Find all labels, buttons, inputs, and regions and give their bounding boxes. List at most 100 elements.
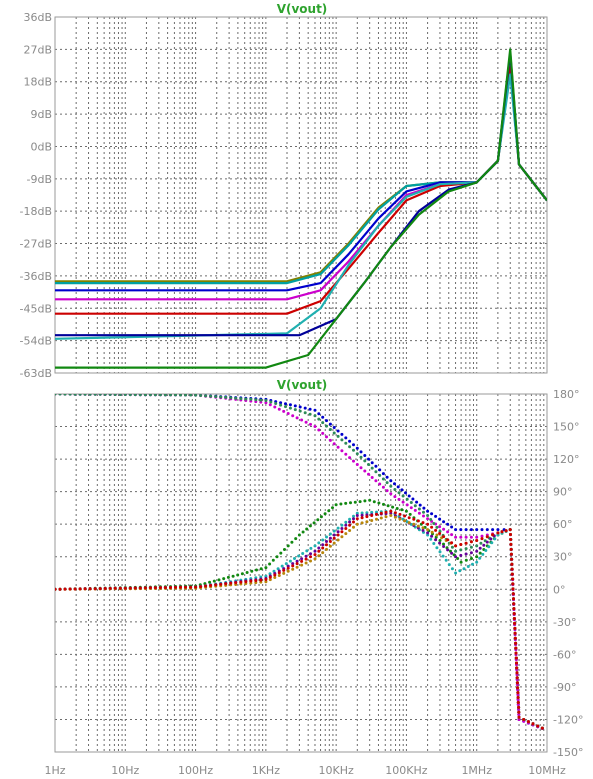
phase-series-dot xyxy=(458,569,461,572)
phase-series-dot xyxy=(232,575,235,578)
phase-y-tick-label: 0° xyxy=(553,583,566,596)
phase-y-tick-label: -90° xyxy=(553,681,576,694)
phase-series-dot xyxy=(99,393,102,396)
phase-series-dot xyxy=(329,423,332,426)
phase-series-dot xyxy=(465,536,468,539)
phase-series-dot xyxy=(289,407,292,410)
phase-series-dot xyxy=(236,574,239,577)
phase-series-dot xyxy=(321,547,324,550)
phase-series-dot xyxy=(378,468,381,471)
phase-series-dot xyxy=(479,547,482,550)
phase-series-dot xyxy=(412,523,415,526)
phase-series-dot xyxy=(273,406,276,409)
phase-series-dot xyxy=(129,587,132,590)
phase-series-dot xyxy=(450,552,453,555)
phase-series-dot xyxy=(327,509,330,512)
phase-series-dot xyxy=(340,438,343,441)
phase-series-dot xyxy=(337,530,340,533)
phase-title: V(vout) xyxy=(277,378,328,392)
phase-series-dot xyxy=(371,476,374,479)
phase-series-dot xyxy=(348,521,351,524)
phase-series-dot xyxy=(389,514,392,517)
phase-series-dot xyxy=(513,627,516,630)
phase-series-dot xyxy=(475,561,478,564)
phase-series-dot xyxy=(370,514,373,517)
phase-series-dot xyxy=(325,548,328,551)
phase-series-dot xyxy=(309,413,312,416)
phase-series-dot xyxy=(516,686,519,689)
phase-series-dot xyxy=(282,569,285,572)
phase-series-dot xyxy=(389,510,392,513)
phase-series-dot xyxy=(450,533,453,536)
phase-series-dot xyxy=(344,442,347,445)
phase-series-dot xyxy=(293,557,296,560)
phase-series-dot xyxy=(297,555,300,558)
phase-series-dot xyxy=(337,527,340,530)
phase-series-dot xyxy=(356,517,359,520)
phase-series-dot xyxy=(333,432,336,435)
phase-y-tick-label: 180° xyxy=(553,388,580,401)
phase-series-dot xyxy=(329,428,332,431)
phase-series-dot xyxy=(446,523,449,526)
phase-series-dot xyxy=(278,408,281,411)
phase-series-dot xyxy=(54,588,57,591)
phase-series-dot xyxy=(513,612,516,615)
phase-series-dot xyxy=(333,442,336,445)
phase-series-dot xyxy=(465,528,468,531)
phase-series-dot xyxy=(329,545,332,548)
phase-series-dot xyxy=(114,587,117,590)
phase-series-dot xyxy=(340,433,343,436)
phase-series-dot xyxy=(522,718,525,721)
phase-series-dot xyxy=(305,558,308,561)
phase-series-dot xyxy=(465,547,468,550)
phase-series-dot xyxy=(333,542,336,545)
phase-series-dot xyxy=(415,501,418,504)
phase-series-dot xyxy=(234,581,237,584)
phase-series-dot xyxy=(287,570,290,573)
phase-series-dot xyxy=(340,524,343,527)
phase-series-dot xyxy=(486,535,489,538)
phase-series-dot xyxy=(509,538,512,541)
phase-series-dot xyxy=(337,539,340,542)
phase-series-dot xyxy=(314,557,317,560)
phase-series-dot xyxy=(269,403,272,406)
phase-series-dot xyxy=(442,555,445,558)
phase-series-dot xyxy=(321,421,324,424)
phase-series-dot xyxy=(305,549,308,552)
phase-series-dot xyxy=(333,534,336,537)
phase-series-dot xyxy=(269,401,272,404)
phase-series-dot xyxy=(367,458,370,461)
phase-series-dot xyxy=(259,399,262,402)
phase-series-dot xyxy=(314,544,317,547)
phase-series-dot xyxy=(459,548,462,551)
phase-series-dot xyxy=(417,519,420,522)
phase-series-dot xyxy=(284,405,287,408)
phase-series-dot xyxy=(435,534,438,537)
mag-y-tick-label: 27dB xyxy=(23,43,52,56)
phase-series-dot xyxy=(398,491,401,494)
phase-series-dot xyxy=(239,581,242,584)
mag-y-tick-label: 36dB xyxy=(23,11,52,24)
phase-series-dot xyxy=(486,528,489,531)
phase-series-dot xyxy=(426,528,429,531)
phase-series-dot xyxy=(394,516,397,519)
phase-series-dot xyxy=(79,393,82,396)
phase-series-dot xyxy=(514,642,517,645)
phase-x-tick-label: 1Hz xyxy=(44,764,65,777)
phase-series-dot xyxy=(329,439,332,442)
phase-series-dot xyxy=(408,521,411,524)
phase-series-dot xyxy=(329,540,332,543)
phase-series-dot xyxy=(374,479,377,482)
phase-series-dot xyxy=(370,519,373,522)
phase-series-dot xyxy=(356,463,359,466)
phase-series-dot xyxy=(349,501,352,504)
phase-series-dot xyxy=(393,482,396,485)
phase-series-dot xyxy=(465,559,468,562)
phase-series-dot xyxy=(179,586,182,589)
phase-series-dot xyxy=(283,548,286,551)
phase-series-dot xyxy=(259,579,262,582)
phase-series-dot xyxy=(291,414,294,417)
phase-series-dot xyxy=(352,517,355,520)
phase-series-dot xyxy=(479,542,482,545)
